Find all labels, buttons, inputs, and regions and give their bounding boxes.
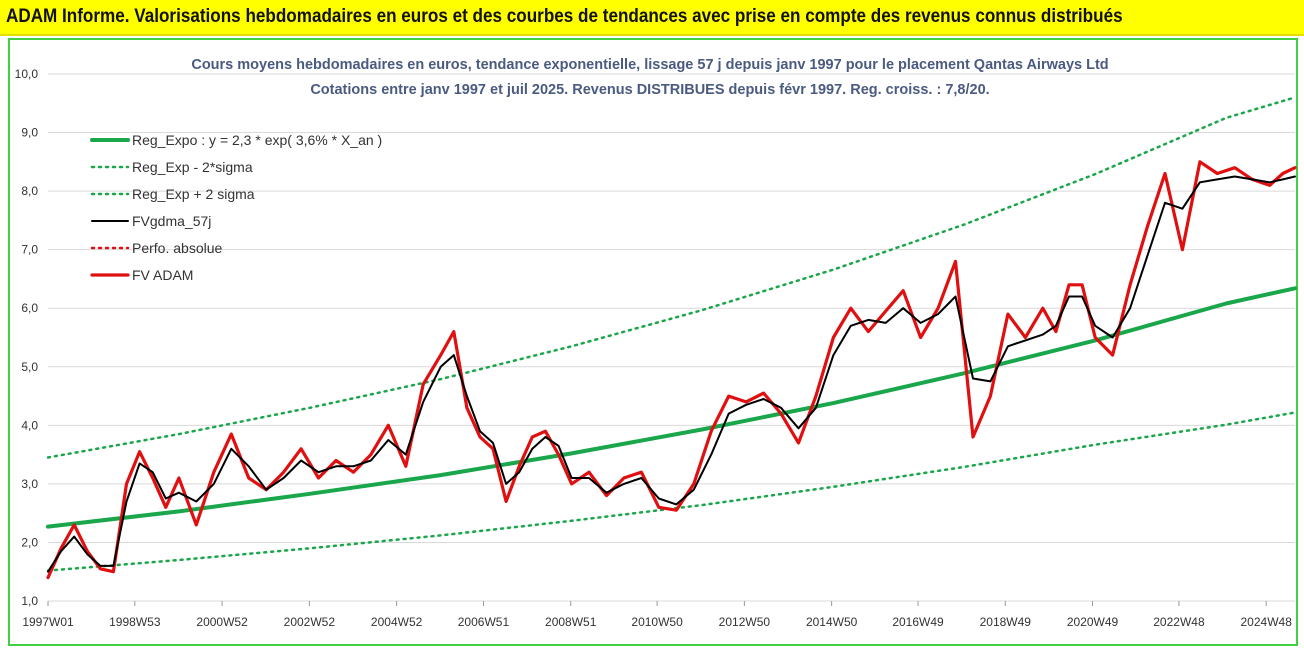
x-tick-label: 2004W52 (371, 615, 423, 629)
x-tick-label: 2006W51 (458, 615, 510, 629)
y-tick-label: 4,0 (21, 418, 38, 432)
x-axis-ticks: 1997W01 1998W53 2000W52 2002W52 2004W52 2006W… (22, 601, 1292, 629)
series-line-3 (47, 175, 1296, 573)
x-tick-label: 1998W53 (109, 615, 161, 629)
y-tick-label: 9,0 (21, 126, 38, 140)
title-banner: ADAM Informe. Valorisations hebdomadaire… (0, 0, 1304, 36)
y-tick-label: 8,0 (21, 184, 38, 198)
x-tick-label: 2016W49 (892, 615, 944, 629)
legend-label: FV ADAM (132, 267, 193, 283)
legend-label: FVgdma_57j (132, 213, 211, 229)
chart-title-line-2: Cotations entre janv 1997 et juil 2025. … (310, 82, 989, 98)
x-tick-label: 1997W01 (22, 615, 74, 629)
chart-frame (8, 38, 1298, 646)
legend-label: Reg_Exp + 2 sigma (132, 186, 255, 202)
x-tick-label: 2022W48 (1153, 615, 1205, 629)
y-tick-label: 5,0 (21, 360, 38, 374)
x-tick-label: 2008W51 (545, 615, 597, 629)
series-line-5 (46, 160, 1297, 580)
x-tick-label: 2024W48 (1241, 615, 1293, 629)
y-tick-label: 7,0 (21, 243, 38, 257)
y-tick-label: 6,0 (21, 301, 38, 315)
legend-label: Reg_Expo : y = 2,3 * exp( 3,6% * X_an ) (132, 132, 382, 148)
y-tick-label: 2,0 (21, 535, 38, 549)
legend-label: Perfo. absolue (132, 240, 222, 256)
y-tick-label: 10,0 (15, 67, 39, 81)
x-tick-label: 2014W50 (806, 615, 858, 629)
x-tick-label: 2020W49 (1067, 615, 1119, 629)
y-tick-label: 1,0 (21, 594, 38, 608)
x-tick-label: 2002W52 (284, 615, 336, 629)
banner-title: ADAM Informe. Valorisations hebdomadaire… (6, 6, 1123, 27)
legend: Reg_Expo : y = 2,3 * exp( 3,6% * X_an ) R… (90, 132, 382, 283)
x-tick-label: 2018W49 (980, 615, 1032, 629)
series-lines (46, 96, 1297, 580)
y-tick-label: 3,0 (21, 477, 38, 491)
y-axis-ticks: 1,0 2,0 3,0 4,0 5,0 6,0 7,0 8,0 9,0 10,0 (15, 67, 39, 608)
x-tick-label: 2000W52 (196, 615, 248, 629)
x-tick-label: 2010W50 (631, 615, 683, 629)
series-line-1 (46, 411, 1297, 572)
legend-label: Reg_Exp - 2*sigma (132, 159, 253, 175)
chart-title-line-1: Cours moyens hebdomadaires en euros, ten… (191, 57, 1108, 73)
x-tick-label: 2012W50 (719, 615, 771, 629)
series-line-0 (46, 286, 1297, 529)
series-line-2 (46, 96, 1297, 459)
